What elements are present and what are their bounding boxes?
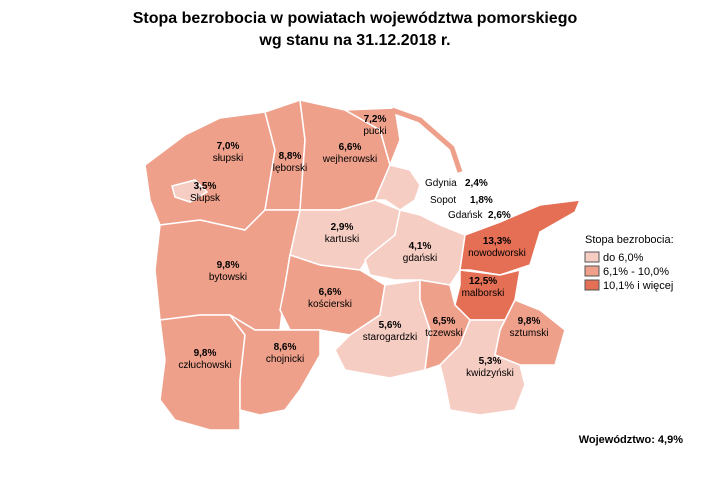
region-value: 6,6%: [319, 287, 342, 298]
region: [144, 111, 276, 231]
region-value: 2,9%: [331, 222, 354, 233]
region-name: słupski: [213, 153, 244, 164]
region-name: lęborski: [273, 163, 307, 174]
region-value: 8,8%: [279, 151, 302, 162]
region-value: 13,3%: [483, 236, 511, 247]
region-name: malborski: [462, 288, 505, 299]
region-name: tczewski: [425, 328, 463, 339]
legend-item: do 6,0%: [603, 252, 644, 264]
region-name: kościerski: [308, 299, 352, 310]
region-value: 8,6%: [274, 342, 297, 353]
legend-swatch: [584, 279, 600, 291]
region: [171, 179, 209, 203]
region-value: 4,1%: [409, 241, 432, 252]
region-value: 9,8%: [217, 260, 240, 271]
region-name: chojnicki: [266, 354, 304, 365]
city-name: Gdańsk: [448, 210, 483, 221]
region-labels: 7,0%słupski3,5%Słupsk8,8%lęborski6,6%wej…: [178, 114, 548, 379]
city-value: 2,4%: [465, 178, 488, 189]
legend-title: Stopa bezrobocia:: [585, 234, 674, 246]
footer: Województwo: 4,9%: [579, 434, 684, 446]
legend-swatch: [584, 251, 600, 263]
region-name: Słupsk: [190, 193, 221, 204]
region: [459, 199, 582, 276]
region-value: 6,6%: [339, 142, 362, 153]
region-name: wejherowski: [322, 154, 377, 165]
legend-swatch: [584, 265, 600, 277]
region-name: nowodworski: [468, 248, 526, 259]
region-value: 5,6%: [379, 320, 402, 331]
city-name: Sopot: [430, 195, 456, 206]
region-value: 6,5%: [433, 316, 456, 327]
region-value: 5,3%: [479, 356, 502, 367]
region-name: sztumski: [510, 328, 549, 339]
city-name: Gdynia: [425, 178, 457, 189]
region-name: pucki: [363, 126, 386, 137]
region-value: 7,0%: [217, 141, 240, 152]
region-value: 9,8%: [194, 348, 217, 359]
hel-peninsula: [391, 107, 463, 173]
regions: [144, 98, 582, 431]
region-name: człuchowski: [178, 360, 231, 371]
region-value: 12,5%: [469, 276, 497, 287]
region-value: 7,2%: [364, 114, 387, 125]
title: Stopa bezrobocia w powiatach województwa…: [133, 10, 578, 27]
region-name: gdański: [403, 253, 437, 264]
legend-item: 10,1% i więcej: [603, 280, 673, 292]
region-name: starogardzki: [363, 332, 417, 343]
city-value: 1,8%: [470, 195, 493, 206]
legend-item: 6,1% - 10,0%: [603, 266, 669, 278]
region-value: 9,8%: [518, 316, 541, 327]
region-name: kartuski: [325, 234, 359, 245]
region-name: kwidzyński: [466, 368, 514, 379]
legend: Stopa bezrobocia: do 6,0% 6,1% - 10,0% 1…: [584, 234, 674, 292]
region: [439, 319, 526, 416]
region: [159, 314, 246, 431]
region: [229, 314, 321, 416]
region-name: bytowski: [209, 272, 247, 283]
region: [342, 107, 401, 168]
subtitle: wg stanu na 31.12.2018 r.: [258, 32, 450, 49]
city-value: 2,6%: [488, 210, 511, 221]
region-value: 3,5%: [194, 181, 217, 192]
